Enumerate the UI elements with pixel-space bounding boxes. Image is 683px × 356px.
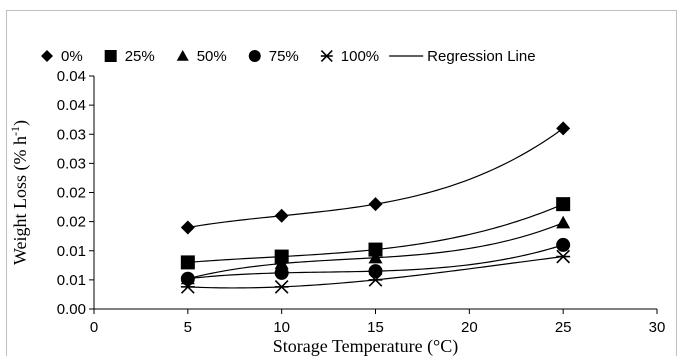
legend-label: Regression Line xyxy=(427,48,535,65)
data-point-square xyxy=(180,255,195,270)
x-tick-label: 15 xyxy=(367,319,384,336)
x-tick-label: 30 xyxy=(649,319,666,336)
data-point-circle xyxy=(556,237,571,252)
y-tick-label: 0.03 xyxy=(57,155,86,172)
legend-label: 50% xyxy=(197,48,227,65)
y-axis-title-main: Weight Loss (% h xyxy=(10,136,31,265)
legend-marker-square xyxy=(104,50,117,62)
x-tick-label: 10 xyxy=(273,319,290,336)
data-point-asterisk xyxy=(180,279,195,294)
legend: 0% 25% 50% 75% 100% Regression Line xyxy=(41,48,536,65)
legend-label: 25% xyxy=(125,48,155,65)
x-tick-label: 0 xyxy=(90,319,98,336)
y-tick-label: 0.04 xyxy=(57,97,86,114)
data-point-diamond xyxy=(274,208,289,223)
legend-marker-diamond xyxy=(41,50,53,62)
y-tick-label: 0.01 xyxy=(57,272,86,289)
legend-marker-triangle xyxy=(176,50,189,61)
y-tick-label: 0.02 xyxy=(57,185,86,202)
legend-label: 100% xyxy=(341,48,379,65)
y-tick-label: 0.01 xyxy=(57,243,86,260)
y-tick-label: 0.04 xyxy=(57,68,86,85)
data-point-square xyxy=(368,242,383,257)
data-point-diamond xyxy=(180,220,195,235)
x-tick-label: 5 xyxy=(184,319,192,336)
chart-frame xyxy=(6,10,677,356)
data-point-triangle xyxy=(274,256,289,270)
y-tick-label: 0.03 xyxy=(57,126,86,143)
x-tick-label: 20 xyxy=(461,319,478,336)
data-point-triangle xyxy=(556,215,571,229)
y-axis-title: Weight Loss (% h-1) xyxy=(8,120,31,265)
legend-marker-circle xyxy=(248,50,261,62)
data-point-triangle xyxy=(368,250,383,264)
data-point-diamond xyxy=(556,121,571,136)
regression-line xyxy=(187,127,564,229)
legend-label: 0% xyxy=(61,48,83,65)
data-point-circle xyxy=(368,264,383,279)
y-tick-label: 0.02 xyxy=(57,214,86,231)
legend-label: 75% xyxy=(269,48,299,65)
legend-marker-asterisk xyxy=(320,50,333,62)
data-point-asterisk xyxy=(556,249,571,264)
data-point-circle xyxy=(180,271,195,286)
data-point-square xyxy=(556,197,571,212)
x-tick-label: 25 xyxy=(555,319,572,336)
y-axis-title-close: ) xyxy=(10,120,31,126)
x-axis-title: Storage Temperature (°C) xyxy=(273,336,459,356)
data-point-circle xyxy=(274,265,289,280)
data-point-diamond xyxy=(368,197,383,212)
axes: 0.00 0.01 0.01 0.02 0.02 0.03 0.03 0.04 0.04 0 5 10… xyxy=(57,68,666,336)
data-point-asterisk xyxy=(274,279,289,294)
data-points xyxy=(180,121,571,294)
data-point-asterisk xyxy=(368,273,383,287)
y-axis-title-sup: -1 xyxy=(8,126,22,136)
y-tick-label: 0.00 xyxy=(57,301,86,318)
